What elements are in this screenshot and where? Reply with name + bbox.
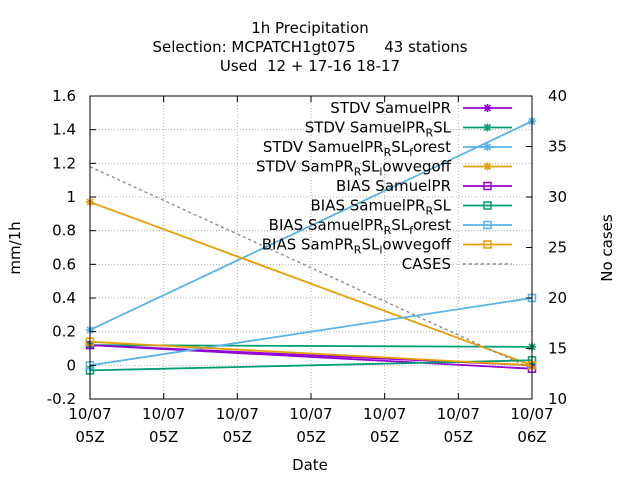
legend-label: STDV SamuelPRRSL — [305, 119, 452, 140]
y-tick-label: 1.4 — [52, 121, 76, 139]
legend-label-part: R — [354, 244, 362, 257]
y-axis: -0.2 0 0.2 0.4 0.6 0.8 1 1.2 1.4 1.6 — [47, 87, 96, 408]
y2-axis: 10 15 20 25 30 35 40 — [526, 87, 567, 408]
legend-label: BIAS SamuelPR — [336, 177, 451, 195]
x-tick-label-hour: 05Z — [370, 428, 399, 446]
legend-label-part: BIAS SamuelPR — [336, 177, 451, 195]
legend-label: BIAS SamPRRSLlowvegoff — [262, 236, 452, 257]
legend-label-part: STDV SamPR — [256, 158, 354, 176]
legend-label-part: R — [354, 166, 362, 179]
legend-label-part: SL — [391, 138, 410, 156]
series-line-4 — [89, 344, 533, 370]
title-line-2: Selection: MCPATCH1gt075 43 stations — [152, 38, 467, 56]
legend-label-part: SL — [433, 197, 452, 215]
legend-label-part: l — [379, 244, 382, 257]
y-tick-label: 0.4 — [52, 289, 76, 307]
legend-label: CASES — [402, 255, 451, 273]
y2-tick-label: 35 — [548, 138, 567, 156]
legend-label: BIAS SamuelPRRSL — [310, 197, 451, 218]
title-line-1: 1h Precipitation — [251, 19, 369, 37]
x-tick-label-date: 10/07 — [437, 405, 480, 423]
legend-label: STDV SamuelPR — [330, 99, 451, 117]
y-tick-label: -0.2 — [47, 390, 76, 408]
x-axis-label: Date — [292, 456, 328, 474]
legend-marker — [483, 104, 492, 112]
legend-label-part: STDV SamuelPR — [305, 119, 426, 137]
series-line-7 — [89, 340, 533, 367]
y2-tick-label: 40 — [548, 87, 567, 105]
legend-marker — [483, 162, 492, 171]
y-tick-label: 0.6 — [52, 255, 76, 273]
y2-tick-label: 15 — [548, 340, 567, 358]
x-tick-label-date: 10/07 — [510, 405, 553, 423]
legend-label-part: owvegoff — [382, 236, 451, 254]
legend-label-part: owvegoff — [382, 158, 451, 176]
y2-tick-label: 25 — [548, 239, 567, 257]
legend-marker — [483, 201, 492, 210]
legend-marker — [483, 123, 492, 132]
x-tick-label-date: 10/07 — [363, 405, 406, 423]
x-tick-label-hour: 06Z — [517, 428, 546, 446]
legend-label: STDV SamuelPRRSLforest — [263, 138, 451, 159]
x-tick-label-date: 10/07 — [142, 405, 185, 423]
title-line-3: Used 12 + 17-16 18-17 — [220, 57, 400, 75]
legend-label-part: BIAS SamuelPR — [310, 197, 425, 215]
legend-label-part: STDV SamuelPR — [330, 99, 451, 117]
legend-label-part: R — [425, 205, 433, 218]
legend-label-part: CASES — [402, 255, 451, 273]
y-tick-label: 1.6 — [52, 87, 76, 105]
legend-label-part: l — [379, 166, 382, 179]
series-lines — [85, 117, 537, 375]
series-line-6 — [89, 297, 533, 367]
legend-label-part: f — [409, 146, 414, 159]
x-axis: 10/07 05Z 10/07 05Z 10/07 05Z 10/07 05Z 10/07 05Z… — [68, 96, 554, 446]
x-tick-label-date: 10/07 — [68, 405, 111, 423]
legend-label-part: BIAS SamPR — [262, 236, 354, 254]
legend-marker — [483, 220, 492, 230]
legend-label-part: STDV SamuelPR — [263, 138, 384, 156]
legend-label-part: f — [409, 224, 414, 237]
legend-label-part: orest — [413, 216, 451, 234]
x-tick-label-hour: 05Z — [149, 428, 178, 446]
y2-axis-label: No cases — [598, 214, 616, 282]
series-line-2 — [89, 120, 533, 331]
x-tick-label-date: 10/07 — [216, 405, 259, 423]
x-tick-label-hour: 05Z — [296, 428, 325, 446]
y-tick-label: 1.2 — [52, 154, 76, 172]
y2-tick-label: 10 — [548, 390, 567, 408]
legend-label-part: R — [384, 224, 392, 237]
legend-marker — [483, 181, 492, 191]
legend-marker — [483, 240, 492, 249]
legend-label-part: R — [425, 127, 433, 140]
legend-label-part: orest — [413, 138, 451, 156]
legend-label-part: SL — [433, 119, 452, 137]
legend-label-part: SL — [361, 236, 380, 254]
y-tick-label: 0.2 — [52, 323, 76, 341]
legend-label-part: BIAS SamuelPR — [269, 216, 384, 234]
x-tick-label-hour: 05Z — [223, 428, 252, 446]
legend-label-part: R — [384, 146, 392, 159]
legend-label: STDV SamPRRSLlowvegoff — [256, 158, 452, 179]
legend-label-part: SL — [361, 158, 380, 176]
y-tick-label: 0.8 — [52, 222, 76, 240]
y2-tick-label: 20 — [548, 289, 567, 307]
x-tick-label-hour: 05Z — [444, 428, 473, 446]
legend-label-part: SL — [391, 216, 410, 234]
x-tick-label-date: 10/07 — [289, 405, 332, 423]
y-tick-label: 0 — [66, 356, 76, 374]
legend-marker — [483, 143, 492, 151]
series-line-3 — [89, 201, 533, 367]
legend-label: BIAS SamuelPRRSLforest — [269, 216, 451, 237]
y2-tick-label: 30 — [548, 188, 567, 206]
y-tick-label: 1 — [66, 188, 76, 206]
series-line-8 — [89, 166, 533, 370]
y-axis-label: mm/1h — [6, 221, 24, 274]
x-tick-label-hour: 05Z — [75, 428, 104, 446]
chart-title: 1h Precipitation Selection: MCPATCH1gt07… — [152, 19, 467, 75]
